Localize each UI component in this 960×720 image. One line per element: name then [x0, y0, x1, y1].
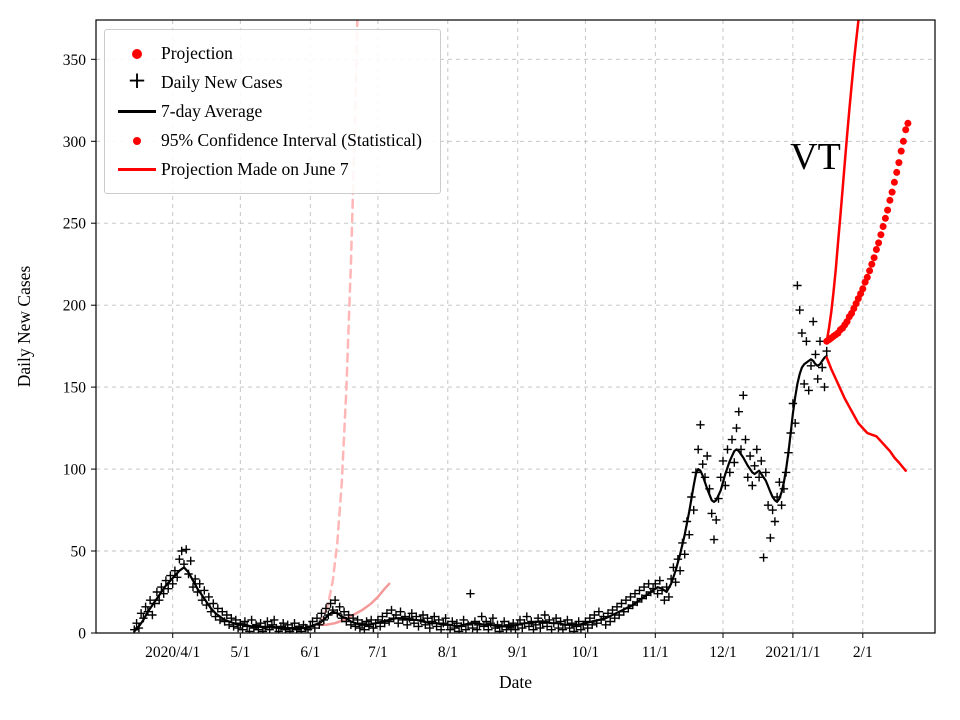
projection-dot [884, 206, 892, 214]
series-ci-upper [825, 20, 860, 343]
legend-line-icon [113, 110, 161, 113]
y-tick-label: 300 [63, 134, 87, 151]
legend-plus-icon: + [113, 67, 161, 94]
x-tick-label: 6/1 [300, 644, 320, 661]
projection-dot [890, 178, 898, 186]
y-tick-label: 0 [78, 626, 86, 643]
x-tick-label: 11/1 [642, 644, 669, 661]
x-tick-label: 10/1 [572, 644, 600, 661]
dot-icon [133, 136, 141, 145]
x-axis-label: Date [499, 672, 532, 692]
legend-item-7-day-average: 7-day Average [113, 97, 422, 126]
legend-label: 7-day Average [161, 101, 263, 121]
projection-dot [866, 267, 874, 275]
projection-dot [897, 147, 905, 155]
projection-dot [888, 188, 896, 196]
y-tick-label: 350 [63, 52, 87, 69]
projection-dot [870, 254, 878, 262]
legend: Projection + Daily New Cases 7-day Average 9… [104, 29, 441, 194]
y-tick-label: 250 [63, 216, 87, 233]
series-seven-day-average [133, 354, 828, 633]
y-axis-label: Daily New Cases [14, 266, 34, 388]
series-projection-dots [823, 119, 912, 345]
legend-label: Projection [161, 43, 233, 63]
dot-icon [132, 48, 142, 59]
series-june7-projection-lower [315, 582, 391, 627]
x-tick-label: 7/1 [368, 644, 388, 661]
projection-dot [868, 260, 876, 268]
line-icon [118, 168, 156, 171]
legend-label: Daily New Cases [161, 72, 283, 92]
projection-dot [893, 168, 901, 176]
projection-dot [886, 196, 894, 204]
legend-label: Projection Made on June 7 [161, 159, 349, 179]
projection-dot [877, 231, 885, 239]
y-tick-label: 50 [71, 544, 87, 561]
x-tick-label: 5/1 [230, 644, 250, 661]
projection-dot [872, 246, 880, 253]
series-daily-new-cases [130, 281, 831, 633]
projection-dot [859, 285, 867, 293]
projection-dot [902, 126, 910, 134]
plus-icon: + [127, 67, 147, 94]
x-tick-label: 2020/4/1 [145, 644, 200, 661]
legend-label: 95% Confidence Interval (Statistical) [161, 130, 422, 150]
x-tick-label: 2021/1/1 [765, 644, 820, 661]
projection-dot [863, 273, 871, 281]
projection-dot [899, 137, 907, 145]
legend-dot-icon [113, 136, 161, 145]
projection-dot [875, 239, 883, 247]
series-ci-lower [825, 356, 907, 472]
x-tick-label: 2/1 [853, 644, 873, 661]
x-tick-label: 9/1 [508, 644, 528, 661]
projection-dot [895, 159, 903, 167]
legend-line-icon [113, 168, 161, 171]
legend-item-daily-new-cases: + Daily New Cases [113, 68, 422, 97]
projection-dot [881, 214, 889, 222]
plot-border [95, 19, 936, 634]
projection-dot [904, 119, 912, 127]
y-tick-label: 200 [63, 298, 87, 315]
legend-dot-icon [113, 48, 161, 59]
axis-ticks: 2020/4/1 5/1 6/1 7/1 8/1 9/1 10/1 11/1 12/1 2021/… [63, 52, 873, 661]
line-icon [118, 110, 156, 113]
projection-dot [879, 223, 887, 230]
y-tick-label: 100 [63, 462, 87, 479]
legend-item-projection-made-on-june-7: Projection Made on June 7 [113, 155, 422, 184]
x-tick-label: 12/1 [709, 644, 737, 661]
legend-item-95-confidence-interval-statistical: 95% Confidence Interval (Statistical) [113, 126, 422, 155]
y-tick-label: 150 [63, 380, 87, 397]
state-annotation: VT [790, 136, 841, 178]
legend-item-projection: Projection [113, 39, 422, 68]
x-tick-label: 8/1 [438, 644, 458, 661]
